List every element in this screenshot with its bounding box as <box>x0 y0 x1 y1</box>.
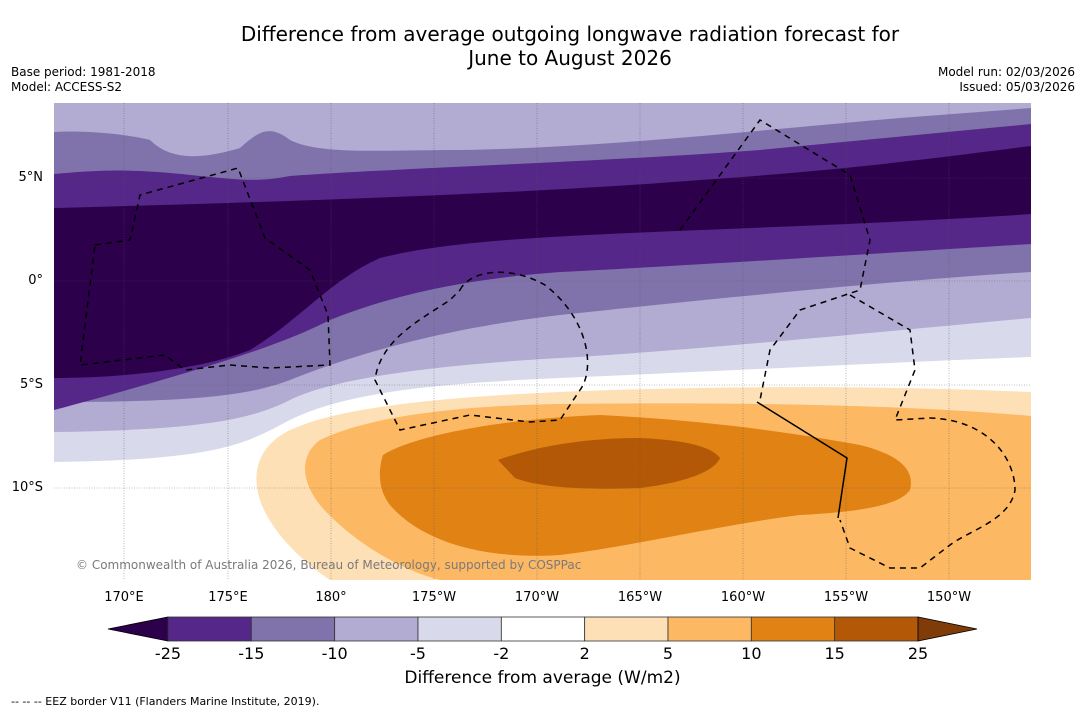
base-period: Base period: 1981-2018 <box>11 65 156 79</box>
lon-label-165w: 165°W <box>617 590 663 605</box>
eez-line-islands <box>679 118 871 401</box>
colorbar-label: Difference from average (W/m2) <box>404 668 681 688</box>
lon-label-175e: 175°E <box>208 590 248 605</box>
meta-right: Model run: 02/03/2026 Issued: 05/03/2026 <box>938 65 1075 95</box>
lat-label-10s: 10°S <box>11 480 43 495</box>
colorbar-extend-max <box>917 616 978 642</box>
title-line-2: June to August 2026 <box>468 46 672 70</box>
meta-left: Base period: 1981-2018 Model: ACCESS-S2 <box>11 65 156 95</box>
colorbar-bin-8 <box>834 616 919 642</box>
colorbar-tick-label: 25 <box>907 644 929 663</box>
colorbar-tick-label: 5 <box>662 644 674 663</box>
graticule <box>54 103 1031 580</box>
lon-label-175w: 175°W <box>411 590 457 605</box>
band-15-25 <box>498 438 720 489</box>
contour-fill-layer <box>54 103 1031 580</box>
colorbar-bin-4 <box>500 616 586 642</box>
lat-label-eq: 0° <box>28 273 43 288</box>
colorbar-tick-label: -5 <box>410 644 426 663</box>
chart-title: Difference from average outgoing longwav… <box>0 22 1085 70</box>
lon-label-155w: 155°W <box>823 590 869 605</box>
issued-date: Issued: 05/03/2026 <box>959 80 1075 94</box>
lat-label-5s: 5°S <box>19 377 43 392</box>
colorbar-bin-6 <box>667 616 752 642</box>
copyright-notice: © Commonwealth of Australia 2026, Bureau… <box>76 558 582 572</box>
eez-legend-note: -- -- -- EEZ border V11 (Flanders Marine… <box>11 695 320 708</box>
eez-boundary-solid <box>756 401 848 519</box>
colorbar-tick-label: 10 <box>741 644 762 663</box>
lon-label-180: 180° <box>315 590 347 605</box>
colorbar-bin-7 <box>750 616 836 642</box>
colorbar-tick-label: -25 <box>154 644 182 663</box>
band-below-minus25 <box>54 146 1031 378</box>
colorbar-bin-0 <box>167 616 252 642</box>
lon-label-160w: 160°W <box>720 590 766 605</box>
colorbar-extend-min <box>107 616 169 642</box>
colorbar-tick-label: -15 <box>238 644 265 663</box>
colorbar-tick-label: 2 <box>579 644 590 663</box>
colorbar-bin-1 <box>250 616 336 642</box>
colorbar-tick-label: -2 <box>493 644 510 663</box>
colorbar-bin-3 <box>417 616 502 642</box>
colorbar-bin-2 <box>334 616 419 642</box>
colorbar-bin-5 <box>584 616 669 642</box>
model-name: Model: ACCESS-S2 <box>11 80 123 94</box>
model-run-date: Model run: 02/03/2026 <box>937 65 1075 79</box>
eez-kiribati-gilbert <box>79 167 331 371</box>
colorbar-tick-label: -10 <box>321 644 348 663</box>
lat-label-5n: 5°N <box>18 170 44 185</box>
title-line-1: Difference from average outgoing longwav… <box>240 22 900 46</box>
colorbar-tick-label: 15 <box>824 644 845 663</box>
lon-label-150w: 150°W <box>926 590 972 605</box>
lon-label-170e: 170°E <box>104 590 144 605</box>
lon-label-170w: 170°W <box>514 590 560 605</box>
eez-borders <box>79 118 1016 569</box>
eez-line-islands-south <box>839 294 1016 569</box>
